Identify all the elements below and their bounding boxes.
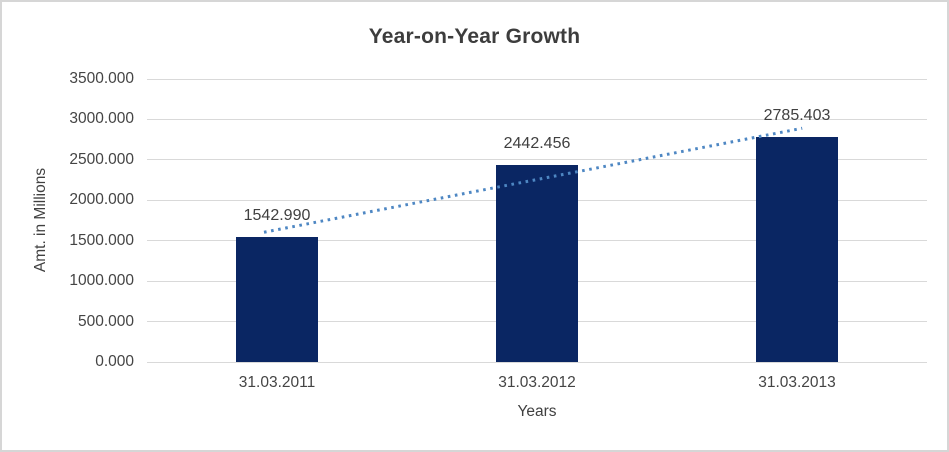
bar [756,136,838,362]
y-tick-label: 2000.000 [69,191,134,209]
gridline [147,78,927,80]
bar [496,164,578,362]
y-tick-label: 2500.000 [69,150,134,168]
gridline [147,118,927,120]
bar-value-label: 2785.403 [763,106,831,124]
y-tick-label: 3000.000 [69,110,134,128]
bar-value-label: 1542.990 [243,207,311,225]
y-tick-label: 1500.000 [69,231,134,249]
bar-value-label: 2442.456 [503,134,571,152]
gridline [147,361,927,363]
y-tick-label: 0.000 [95,353,134,370]
chart-title: Year-on-Year Growth [368,25,581,48]
x-tick-label: 31.03.2012 [498,374,576,391]
y-tick-label: 500.000 [77,312,134,330]
x-tick-label: 31.03.2011 [238,374,316,391]
x-axis-title: Years [517,403,557,420]
y-tick-label: 1000.000 [69,272,134,290]
x-tick-label: 31.03.2013 [758,374,836,391]
y-tick-label: 3500.000 [69,70,134,87]
bar [236,237,318,362]
